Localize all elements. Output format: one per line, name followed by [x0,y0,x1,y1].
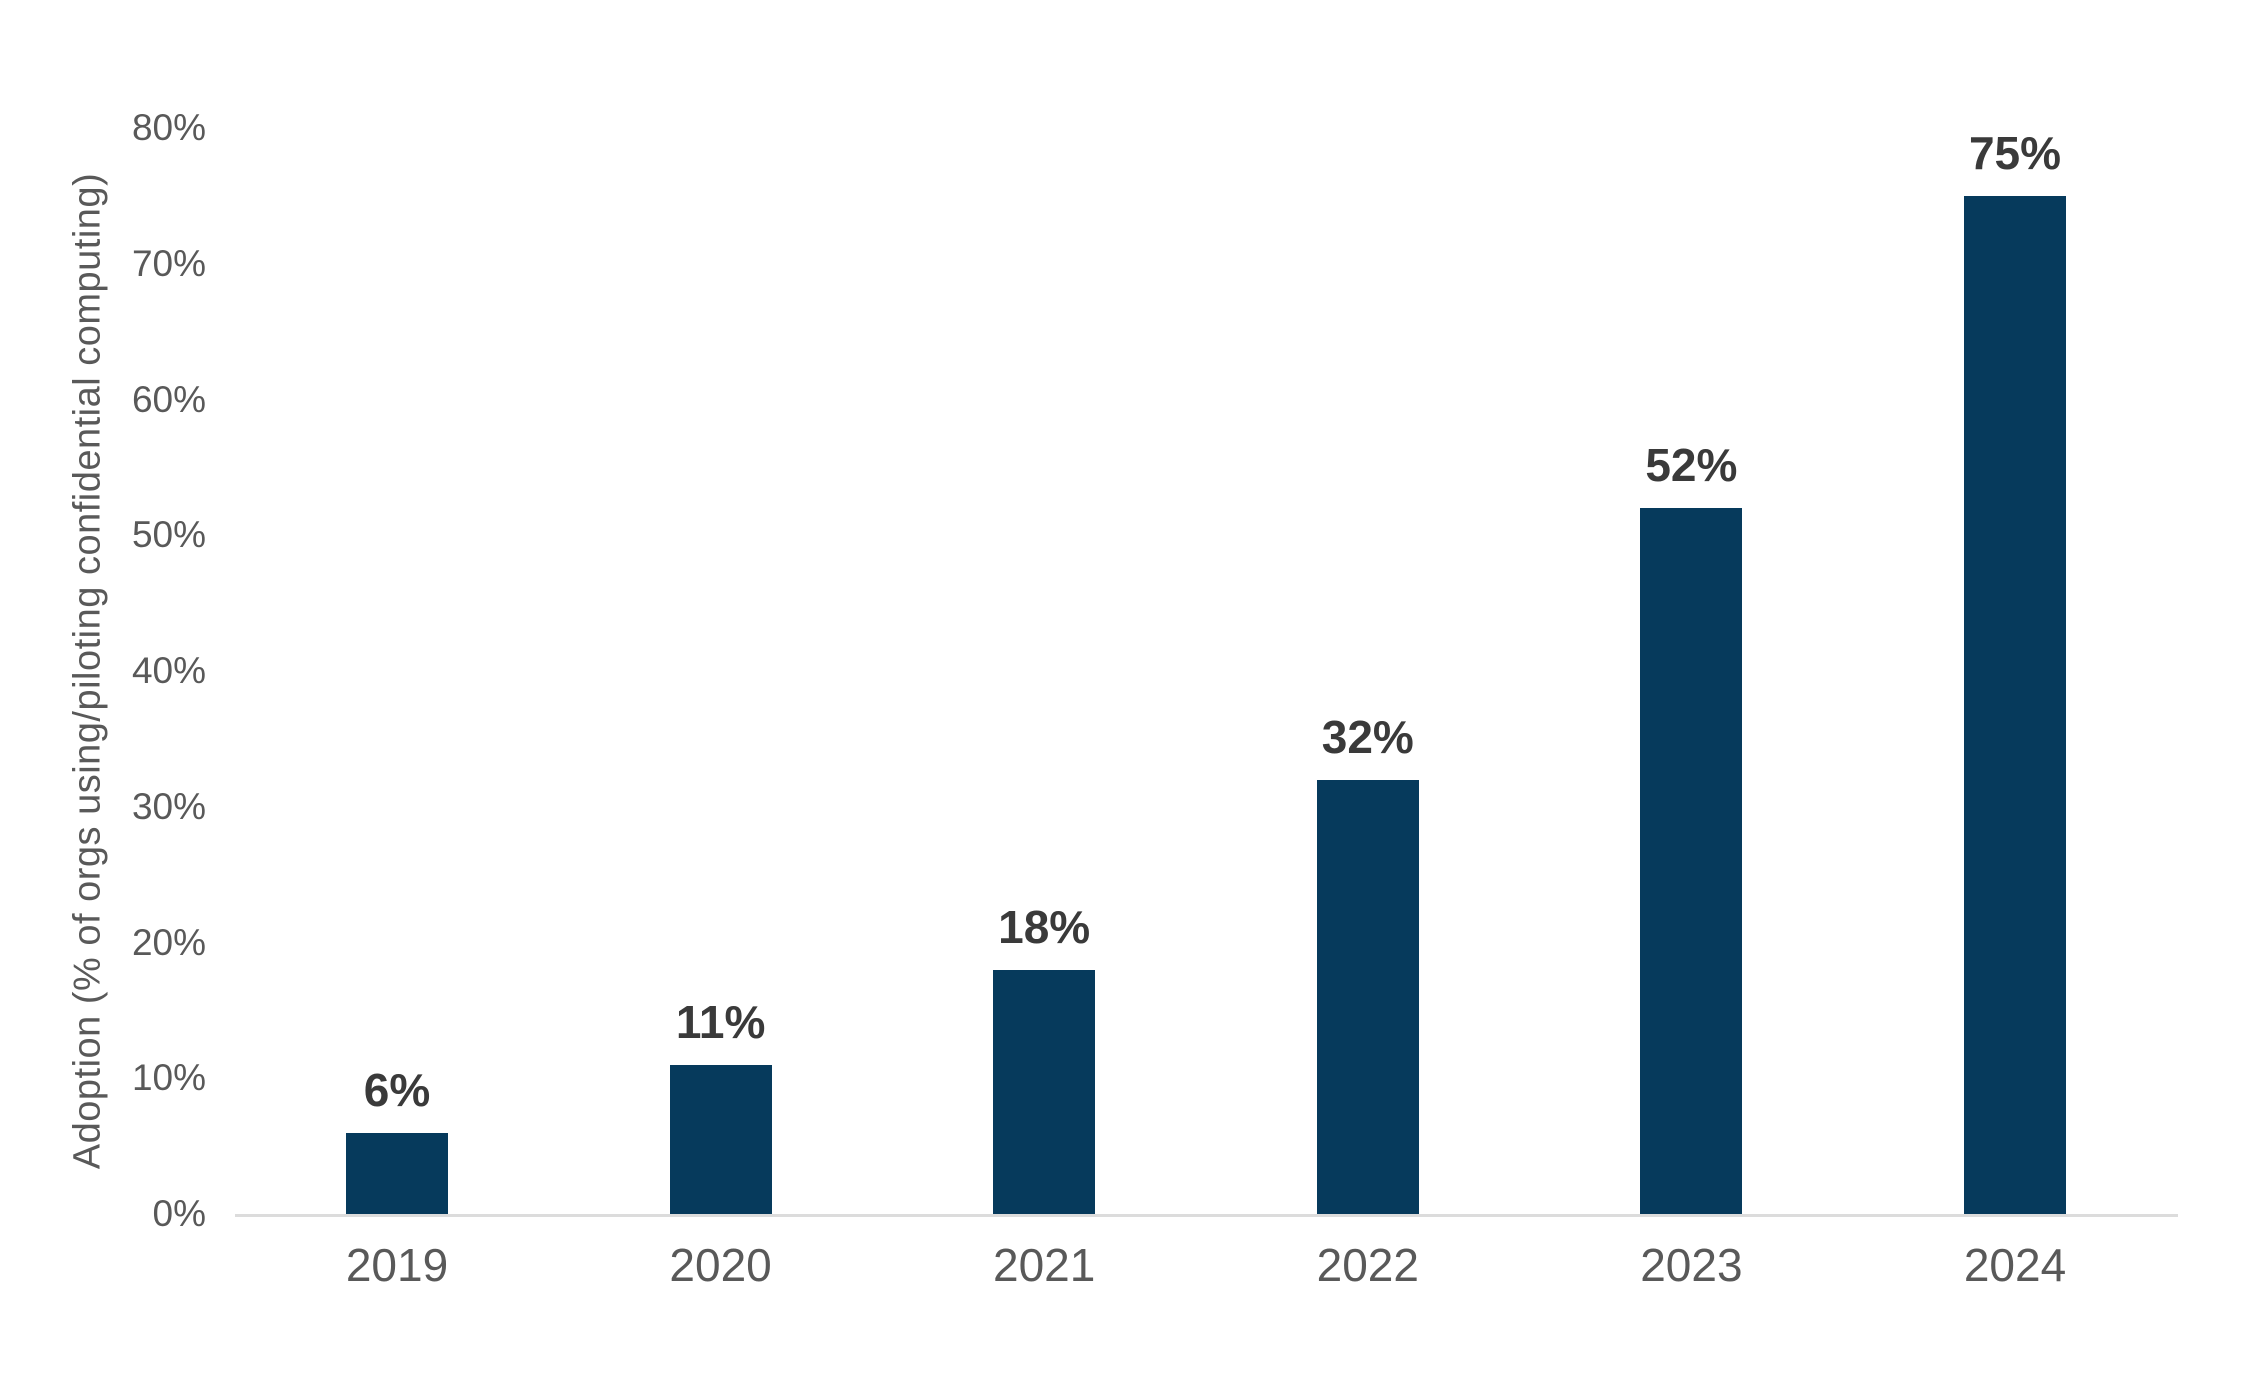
y-tick-label-10: 10% [131,1057,206,1099]
x-tick-label-2019: 2019 [345,1239,449,1291]
bar-2021 [993,969,1096,1214]
value-label-2024: 75% [1968,126,2062,179]
y-tick-label-0: 0% [152,1193,206,1234]
x-tick-label-2020: 2020 [669,1239,772,1291]
y-tick-label-20: 20% [131,921,206,963]
value-label-2021: 18% [998,900,1091,953]
value-label-2019: 6% [363,1063,431,1116]
x-tick-label-2022: 2022 [1316,1239,1419,1291]
x-tick-label-2021: 2021 [993,1239,1096,1291]
y-tick-label-60: 60% [131,378,206,420]
bar-2019 [346,1132,448,1214]
x-axis-line [235,1214,2178,1217]
y-tick-label-80: 80% [131,107,206,148]
x-tick-label-2023: 2023 [1640,1239,1743,1291]
bar-2020 [669,1064,772,1214]
bar-2023 [1640,508,1743,1214]
value-label-2022: 32% [1321,710,1414,763]
y-tick-label-70: 70% [131,242,206,284]
y-tick-label-40: 40% [131,650,206,691]
bar-2022 [1316,779,1419,1214]
bar-2024 [1964,195,2066,1214]
value-label-2020: 11% [675,995,766,1048]
y-tick-label-30: 30% [131,785,206,827]
x-tick-label-2024: 2024 [1963,1239,2067,1291]
y-tick-label-50: 50% [131,514,206,556]
value-label-2023: 52% [1645,439,1738,492]
